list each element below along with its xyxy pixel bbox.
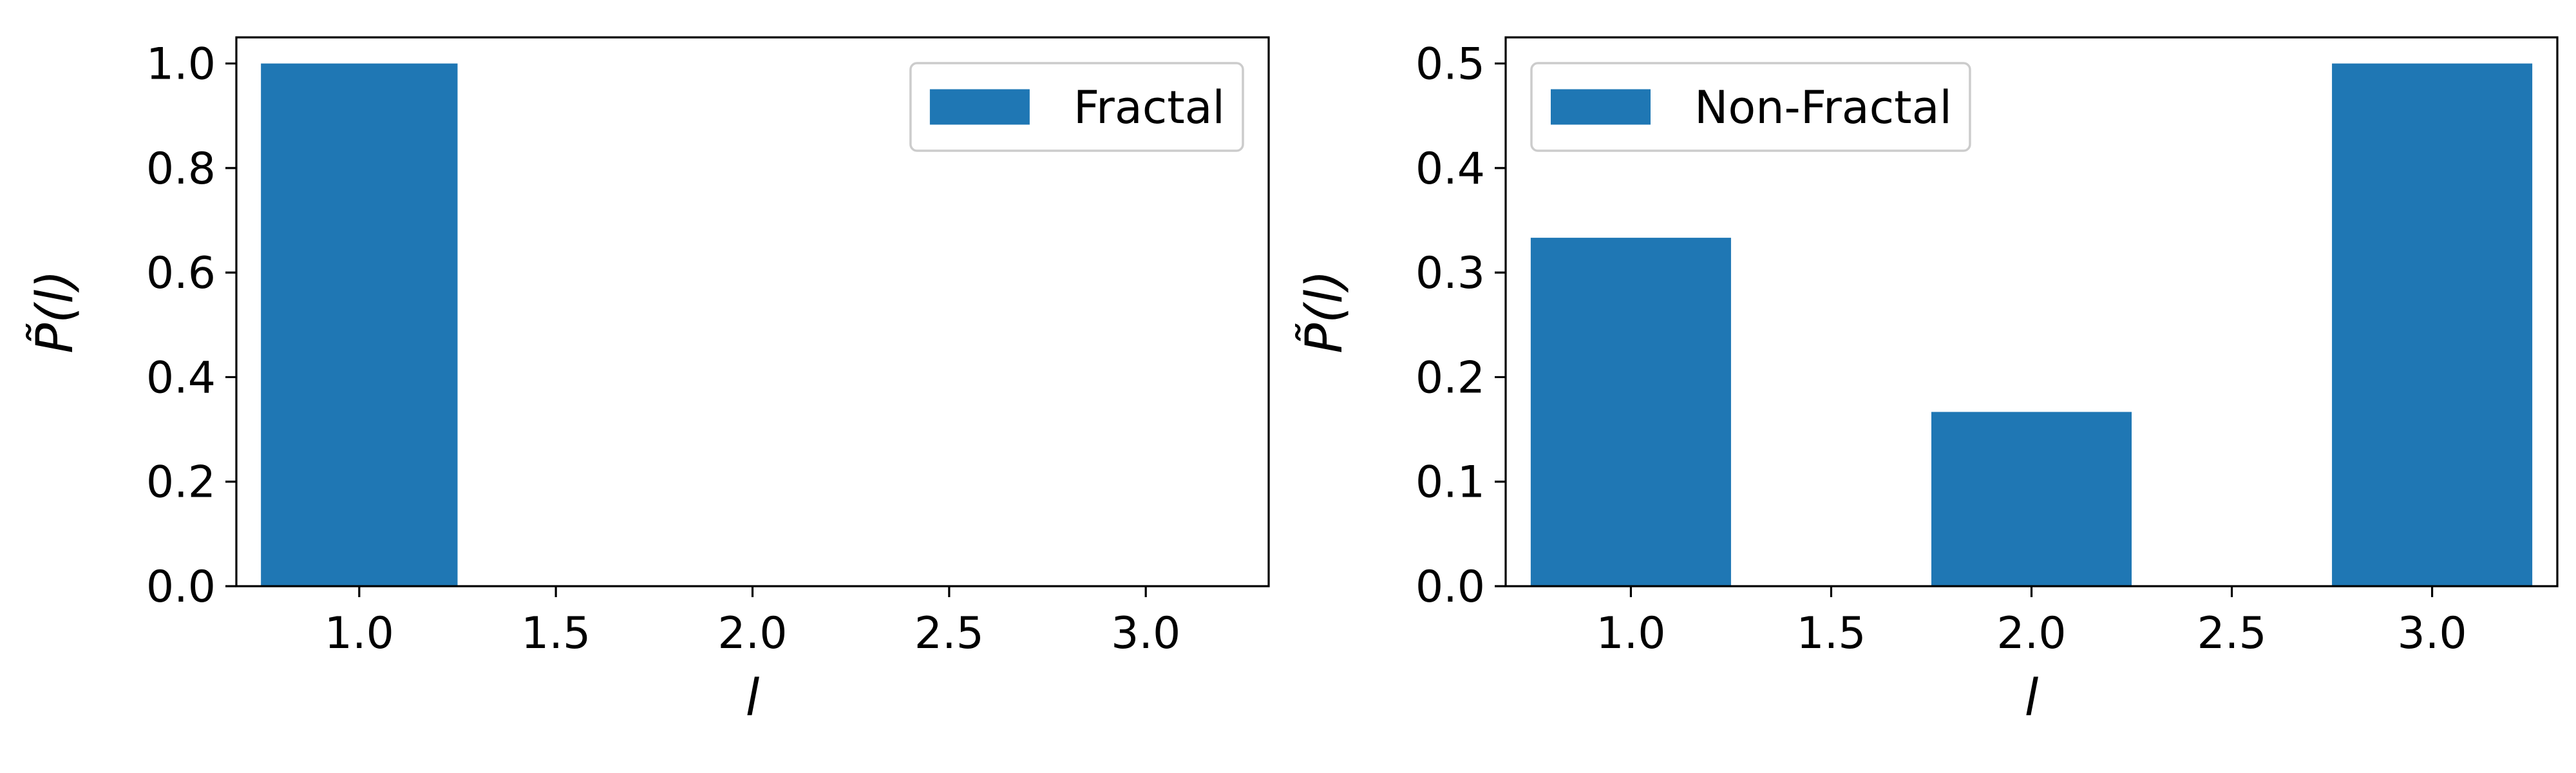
left-chart-y-tick-label: 0.6 [146, 248, 216, 299]
right-chart-bar-1 [1530, 238, 1731, 587]
left-chart-y-tick-label: 0.8 [146, 144, 216, 195]
left-chart-x-axis-label: l [746, 669, 760, 727]
right-chart-y-tick-label: 0.3 [1416, 248, 1485, 299]
right-chart-y-axis-label: P̃(l) [1294, 270, 1354, 354]
right-chart-y-tick-label: 0.2 [1416, 352, 1485, 403]
right-chart-x-tick-label: 3.0 [2398, 608, 2467, 659]
right-chart-x-tick-label: 2.0 [1996, 608, 2066, 659]
right-chart-y-tick-label: 0.5 [1416, 39, 1485, 90]
right-chart-x-tick-label: 1.0 [1596, 608, 1665, 659]
left-chart-x-tick-label: 1.0 [325, 608, 394, 659]
right-chart-y-tick-label: 0.0 [1416, 562, 1485, 613]
right-chart-legend: Non-Fractal [1530, 62, 1971, 152]
right-chart-y-tick-label: 0.4 [1416, 144, 1485, 195]
right-chart-bar-2 [1931, 412, 2132, 586]
right-chart-legend-label: Non-Fractal [1694, 81, 1952, 134]
right-chart-frame [1504, 36, 2559, 587]
right-chart-ticks: 1.0 1.5 2.0 2.5 3.0 0.0 0.1 0.2 0.3 0.4 0.5 [1416, 39, 2467, 659]
left-chart-y-tick-label: 0.2 [146, 457, 216, 508]
left-chart-bars [261, 63, 458, 587]
right-chart-panel: 1.0 1.5 2.0 2.5 3.0 0.0 0.1 0.2 0.3 0.4 0.5 l P̃(l… [1294, 36, 2559, 727]
left-chart-legend-label: Fractal [1074, 81, 1225, 134]
left-chart-legend-swatch [929, 89, 1030, 125]
left-chart-x-tick-label: 3.0 [1111, 608, 1180, 659]
right-chart-bar-3 [2332, 63, 2533, 587]
left-chart-x-tick-label: 1.5 [521, 608, 591, 659]
left-chart-y-axis-label: P̃(l) [25, 270, 84, 354]
left-chart-x-tick-label: 2.5 [914, 608, 984, 659]
left-chart-y-tick-label: 1.0 [146, 39, 216, 90]
left-chart-y-tick-label: 0.0 [146, 562, 216, 613]
right-chart-legend-swatch [1551, 89, 1651, 125]
left-chart-ticks: 1.0 1.5 2.0 2.5 3.0 0.0 0.2 0.4 0.6 0.8 1.0 [146, 39, 1180, 659]
right-chart-x-tick-label: 2.5 [2197, 608, 2266, 659]
left-chart-legend: Fractal [909, 62, 1244, 152]
left-chart-legend-box [909, 62, 1244, 152]
left-chart-frame [235, 36, 1270, 587]
right-chart-bars [1530, 63, 2533, 587]
right-chart-y-tick-label: 0.1 [1416, 457, 1485, 508]
right-chart-legend-box [1530, 62, 1971, 152]
right-chart-x-axis-label: l [2025, 669, 2039, 727]
left-chart-x-tick-label: 2.0 [717, 608, 787, 659]
left-chart-panel: 1.0 1.5 2.0 2.5 3.0 0.0 0.2 0.4 0.6 0.8 1.0 l P̃(l… [25, 36, 1270, 727]
left-chart-y-tick-label: 0.4 [146, 352, 216, 403]
right-chart-x-tick-label: 1.5 [1796, 608, 1866, 659]
left-chart-bar-1 [261, 63, 458, 587]
